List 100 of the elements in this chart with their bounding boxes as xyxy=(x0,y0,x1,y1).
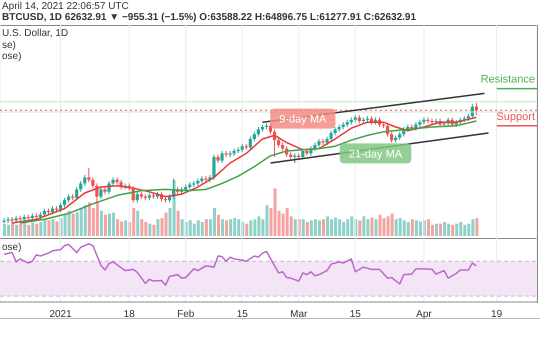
bar xyxy=(221,219,224,236)
bar xyxy=(217,214,220,236)
bar xyxy=(370,218,374,236)
annotation: 9-day MA xyxy=(279,114,328,126)
bar xyxy=(225,220,228,236)
bar xyxy=(443,222,446,236)
text: se) xyxy=(2,40,16,51)
bar xyxy=(342,222,346,236)
bar xyxy=(148,224,152,236)
bar xyxy=(35,224,38,236)
bar xyxy=(196,220,200,236)
bar xyxy=(144,222,148,236)
bar xyxy=(27,224,30,236)
bar xyxy=(100,210,103,236)
chart-title: BTCUSD, 1D 62632.91 ▼ −955.31 (−1.5%) O:63588.22 H:64896.75 L:61277.91 C:62632.91 xyxy=(2,12,416,23)
bar xyxy=(253,219,256,236)
bar xyxy=(338,219,342,236)
bar xyxy=(346,219,350,236)
bar xyxy=(136,210,140,236)
bar xyxy=(132,208,136,236)
bar xyxy=(200,222,204,236)
bar xyxy=(362,216,366,236)
bar xyxy=(294,219,297,236)
bar xyxy=(164,212,168,236)
candlestick xyxy=(301,148,304,160)
ref-line-label: Resistance xyxy=(480,74,535,86)
bar xyxy=(68,210,71,236)
bar xyxy=(334,218,338,236)
bar xyxy=(152,224,156,236)
ref-line-label: Support xyxy=(496,110,535,123)
bar xyxy=(237,219,240,236)
bar xyxy=(108,214,111,236)
bar xyxy=(47,220,50,236)
bar xyxy=(435,224,438,236)
bar xyxy=(426,219,430,236)
bar xyxy=(116,219,120,236)
bar xyxy=(64,214,67,236)
x-tick-label: 15 xyxy=(350,309,362,320)
bar xyxy=(229,219,232,236)
bar xyxy=(39,222,42,236)
text: April 14, 2021 22:06:57 UTC xyxy=(2,1,129,12)
bar xyxy=(302,219,305,236)
x-tick-label: Feb xyxy=(177,309,195,320)
x-tick-label: 18 xyxy=(124,309,136,320)
bar xyxy=(418,221,422,236)
bar xyxy=(410,219,414,236)
bar xyxy=(414,220,418,236)
bar xyxy=(322,219,325,236)
bar xyxy=(43,219,46,236)
bar xyxy=(233,218,236,236)
annotation: 21-day MA xyxy=(348,148,403,160)
bar xyxy=(330,219,334,236)
x-tick-label: Mar xyxy=(290,309,308,320)
text: ose) xyxy=(2,51,22,62)
bar xyxy=(286,208,289,236)
candlestick xyxy=(276,136,280,148)
bar xyxy=(265,205,268,236)
bar xyxy=(249,220,252,236)
bar xyxy=(374,219,378,236)
candlestick xyxy=(293,152,296,164)
bar xyxy=(459,222,462,236)
bar xyxy=(358,220,362,236)
bar xyxy=(406,222,410,236)
bar xyxy=(96,201,99,236)
bar xyxy=(156,219,160,236)
bar xyxy=(15,224,18,236)
x-tick-label: 15 xyxy=(236,309,248,320)
bar xyxy=(19,224,22,236)
bar xyxy=(390,214,394,236)
bar xyxy=(124,220,128,236)
bar xyxy=(204,219,208,236)
bar xyxy=(23,222,26,236)
annotation: ose) xyxy=(2,242,22,253)
bar xyxy=(455,224,458,236)
bar xyxy=(188,220,192,236)
x-tick-label: 2021 xyxy=(49,309,72,320)
bar xyxy=(451,224,454,236)
candlestick xyxy=(99,186,103,200)
bar xyxy=(463,224,466,236)
candlestick xyxy=(87,167,90,183)
bar xyxy=(51,219,54,236)
x-tick-label: 19 xyxy=(491,309,503,320)
bar xyxy=(212,208,216,236)
bar xyxy=(398,218,402,236)
candlestick xyxy=(62,197,66,208)
chart-subtitle: U.S. Dollar, 1D xyxy=(2,28,68,39)
bar xyxy=(310,220,313,236)
bar xyxy=(56,221,59,236)
bar xyxy=(120,221,124,236)
bar xyxy=(84,205,87,236)
candlestick xyxy=(83,174,86,186)
candlestick xyxy=(220,150,224,164)
bar xyxy=(180,219,184,236)
bar xyxy=(475,218,478,236)
candlestick xyxy=(248,136,252,150)
bar xyxy=(382,218,386,236)
bar xyxy=(402,220,406,236)
bar xyxy=(447,224,450,236)
bar xyxy=(378,214,382,236)
bar xyxy=(274,188,277,236)
